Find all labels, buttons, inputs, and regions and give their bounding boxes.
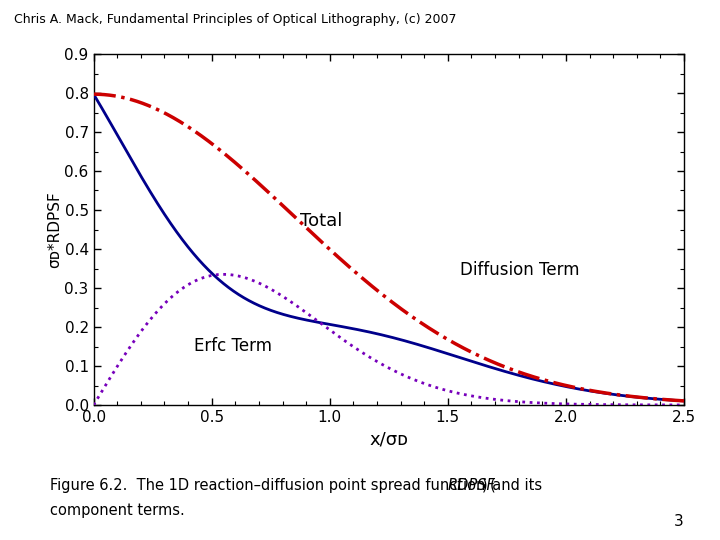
Text: component terms.: component terms. [50,503,185,518]
X-axis label: x/σᴅ: x/σᴅ [369,430,408,448]
Text: Erfc Term: Erfc Term [194,336,272,355]
Text: 3: 3 [674,514,684,529]
Text: Chris A. Mack, Fundamental Principles of Optical Lithography, (c) 2007: Chris A. Mack, Fundamental Principles of… [14,14,457,26]
Text: RDPSF: RDPSF [448,478,495,493]
Text: Total: Total [300,212,343,230]
Y-axis label: σᴅ*RDPSF: σᴅ*RDPSF [47,191,62,268]
Text: Diffusion Term: Diffusion Term [459,261,579,279]
Text: Figure 6.2.  The 1D reaction–diffusion point spread function (: Figure 6.2. The 1D reaction–diffusion po… [50,478,496,493]
Text: ) and its: ) and its [482,478,543,493]
